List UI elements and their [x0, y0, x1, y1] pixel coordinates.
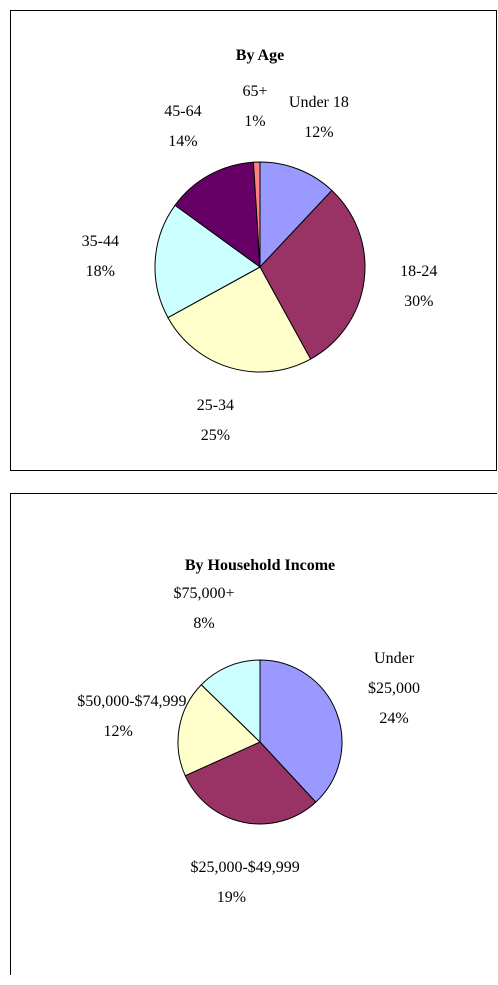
- slice-label: $25,000-$49,999 19%: [190, 853, 300, 913]
- pie-slice: [200, 659, 261, 744]
- slice-label: Under 18 12%: [278, 88, 360, 148]
- slice-label: $50,000-$74,999 12%: [77, 687, 187, 747]
- slice-value: 24%: [379, 710, 409, 728]
- pie-slice: [184, 741, 317, 825]
- chart-frame: [10, 493, 497, 975]
- pie-slice: [177, 684, 261, 777]
- slice-label: 65+ 1%: [214, 77, 296, 137]
- slice-category: $50,000-$74,999: [77, 692, 187, 710]
- slice-category: 18-24: [400, 263, 438, 281]
- pie-slice: [259, 659, 343, 803]
- pie-slice: [259, 161, 333, 269]
- slice-value: 18%: [85, 262, 115, 280]
- slice-label: Under $25,000 24%: [353, 644, 435, 734]
- slice-label: 45-64 14%: [142, 97, 224, 157]
- slice-category: Under $25,000: [368, 650, 421, 698]
- chart-title: By Age: [235, 47, 285, 64]
- slice-category: 45-64: [164, 102, 202, 120]
- slice-value: 12%: [304, 124, 334, 142]
- slice-label: 25-34 25%: [174, 391, 256, 451]
- pie-slice: [252, 161, 261, 268]
- pie-slice: [259, 189, 366, 360]
- slice-value: 19%: [216, 889, 247, 907]
- slice-label: 35-44 18%: [59, 227, 141, 287]
- chart-title: By Household Income: [184, 557, 336, 574]
- pie-slice: [174, 161, 261, 269]
- slice-category: Under 18: [288, 94, 349, 112]
- pie-slice: [154, 204, 261, 319]
- chart-frame: [10, 10, 497, 471]
- slice-value: 1%: [244, 113, 266, 131]
- slice-label: 18-24 30%: [378, 257, 460, 317]
- pie-slice: [167, 266, 312, 373]
- slice-value: 8%: [193, 615, 215, 633]
- slice-category: $75,000+: [173, 585, 235, 603]
- slice-value: 14%: [168, 132, 198, 150]
- slice-value: 25%: [200, 426, 231, 444]
- slice-value: 30%: [404, 293, 434, 311]
- slice-category: 35-44: [81, 232, 119, 250]
- slice-value: 12%: [103, 722, 133, 740]
- slice-category: $25,000-$49,999: [190, 859, 300, 877]
- slice-category: 65+: [242, 83, 268, 101]
- slice-category: 25-34: [196, 396, 235, 414]
- slice-label: $75,000+ 8%: [163, 579, 245, 639]
